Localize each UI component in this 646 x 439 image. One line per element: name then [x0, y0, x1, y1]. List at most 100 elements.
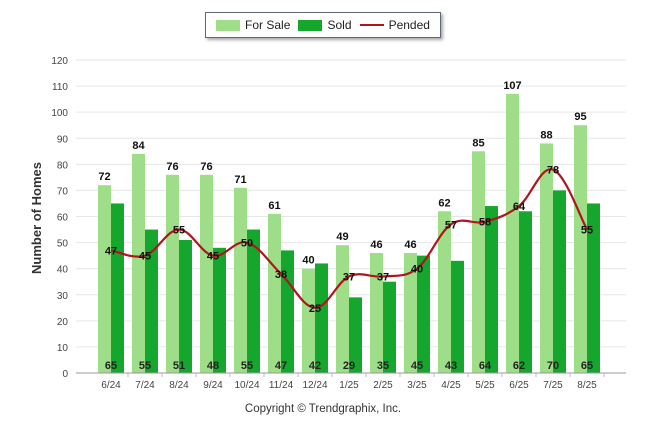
for-sale-bar — [370, 253, 383, 373]
for-sale-value-label: 72 — [98, 171, 110, 183]
x-tick-label: 2/25 — [373, 380, 393, 391]
legend-label-sold: Sold — [327, 18, 352, 32]
sold-value-label: 65 — [581, 360, 593, 372]
for-sale-bar — [404, 253, 417, 373]
pended-value-label: 58 — [479, 217, 491, 229]
x-tick-label: 6/25 — [509, 380, 529, 391]
y-tick-label: 20 — [57, 317, 69, 328]
y-tick-label: 100 — [51, 108, 68, 119]
pended-value-label: 55 — [581, 225, 593, 237]
sold-value-label: 45 — [411, 360, 423, 372]
x-tick-label: 6/24 — [101, 380, 121, 391]
sold-value-label: 70 — [547, 360, 559, 372]
pended-swatch — [359, 24, 384, 26]
pended-value-label: 38 — [275, 269, 287, 281]
y-tick-label: 80 — [57, 160, 69, 171]
for-sale-value-label: 107 — [503, 80, 521, 92]
sold-bar — [485, 206, 498, 373]
pended-value-label: 47 — [105, 245, 117, 257]
sold-bar — [417, 255, 430, 373]
x-tick-label: 11/24 — [269, 380, 294, 391]
for-sale-bar — [200, 174, 213, 373]
for-sale-value-label: 76 — [200, 161, 212, 173]
pended-value-label: 45 — [139, 251, 151, 263]
pended-value-label: 37 — [377, 271, 389, 283]
sold-value-label: 29 — [343, 360, 355, 372]
sold-bar — [349, 297, 362, 373]
x-tick-label: 5/25 — [475, 380, 495, 391]
y-tick-label: 70 — [57, 186, 69, 197]
pended-value-label: 78 — [547, 165, 559, 177]
for-sale-bar — [438, 211, 451, 373]
sold-bar — [587, 203, 600, 373]
legend: For Sale Sold Pended — [205, 12, 441, 38]
data-labels: 72 65 84 55 76 51 76 48 71 55 61 47 40 42 49 29 46 35 46 45… — [98, 80, 593, 372]
y-tick-label: 10 — [57, 343, 69, 354]
y-axis-label: Number of Homes — [29, 162, 44, 274]
pended-value-label: 37 — [343, 271, 355, 283]
sold-bar — [145, 229, 158, 373]
for-sale-swatch — [216, 19, 241, 31]
sold-value-label: 55 — [139, 360, 151, 372]
for-sale-value-label: 76 — [166, 161, 178, 173]
y-tick-label: 30 — [57, 291, 69, 302]
x-tick-label: 8/24 — [169, 380, 189, 391]
for-sale-value-label: 95 — [574, 111, 586, 123]
y-tick-label: 0 — [62, 369, 68, 380]
for-sale-bar — [336, 245, 349, 373]
x-tick-label: 12/24 — [302, 380, 327, 391]
for-sale-value-label: 62 — [438, 197, 450, 209]
pended-value-label: 50 — [241, 238, 253, 250]
for-sale-value-label: 84 — [132, 140, 145, 152]
sold-bar — [179, 239, 192, 373]
sold-bar — [111, 203, 124, 373]
for-sale-bar — [166, 174, 179, 373]
x-tick-label: 9/24 — [203, 380, 223, 391]
x-tick-label: 3/25 — [407, 380, 427, 391]
for-sale-value-label: 71 — [234, 174, 246, 186]
for-sale-value-label: 85 — [472, 137, 484, 149]
sold-value-label: 48 — [207, 360, 219, 372]
legend-label-pended: Pended — [388, 18, 430, 32]
x-tick-label: 1/25 — [339, 380, 359, 391]
for-sale-bar — [574, 125, 587, 373]
for-sale-value-label: 88 — [540, 129, 552, 141]
for-sale-bar — [540, 143, 553, 373]
pended-line-group — [110, 168, 588, 309]
copyright-text: Copyright © Trendgraphix, Inc. — [244, 403, 402, 415]
sold-bar — [315, 263, 328, 373]
y-tick-label: 60 — [57, 213, 69, 224]
sold-value-label: 42 — [309, 360, 321, 372]
for-sale-bar — [268, 213, 281, 373]
for-sale-value-label: 46 — [404, 239, 416, 251]
y-tick-label: 50 — [57, 239, 69, 250]
pended-line — [110, 168, 588, 309]
for-sale-value-label: 49 — [336, 231, 348, 243]
sold-bar — [247, 229, 260, 373]
for-sale-bar — [98, 185, 111, 373]
for-sale-value-label: 46 — [370, 239, 382, 251]
axes: 0 10 20 30 40 50 60 70 80 90 100 110 120 6/24 7/24 8/24… — [51, 56, 626, 391]
sold-value-label: 62 — [513, 360, 525, 372]
sold-bar — [383, 281, 396, 373]
pended-value-label: 64 — [513, 201, 526, 213]
pended-value-label: 40 — [411, 264, 423, 276]
sold-bar — [451, 260, 464, 373]
pended-value-label: 25 — [309, 303, 321, 315]
sold-value-label: 35 — [377, 360, 389, 372]
y-tick-label: 120 — [51, 56, 68, 67]
for-sale-value-label: 40 — [302, 255, 314, 267]
sold-bar — [553, 190, 566, 373]
for-sale-bar — [234, 187, 247, 373]
pended-value-label: 55 — [173, 225, 185, 237]
legend-item-for-sale: For Sale — [216, 18, 290, 32]
sold-value-label: 55 — [241, 360, 253, 372]
sold-bar — [519, 211, 532, 373]
sold-value-label: 65 — [105, 360, 117, 372]
y-tick-label: 110 — [52, 82, 68, 93]
sold-value-label: 51 — [173, 360, 185, 372]
x-tick-label: 8/25 — [577, 380, 597, 391]
for-sale-bar — [302, 268, 315, 373]
